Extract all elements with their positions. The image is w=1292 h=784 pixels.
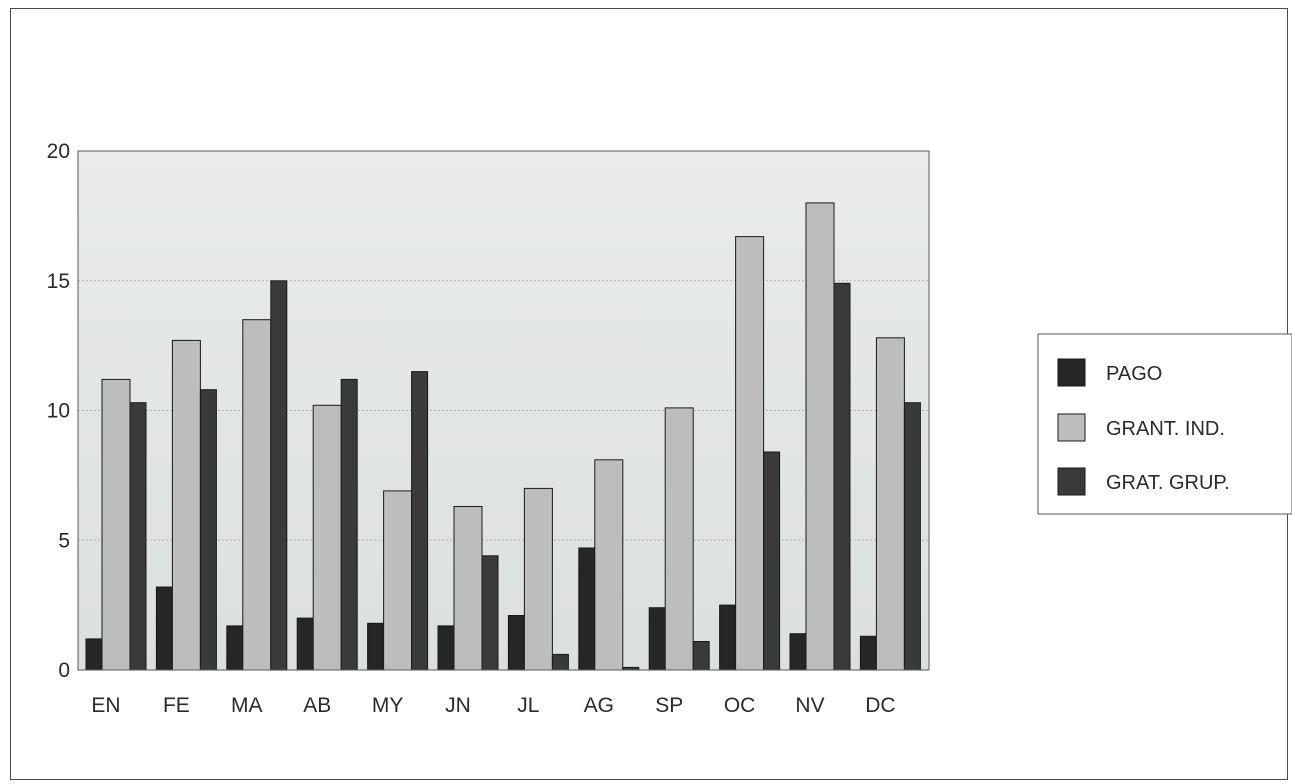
bar-grant-ind-my [383, 490, 413, 671]
bars [85, 202, 921, 671]
x-tick-label: JL [517, 694, 539, 717]
x-tick-label: AB [303, 694, 331, 717]
bar-grant-ind-dc [875, 337, 905, 671]
bar-grat-grup-sp [692, 641, 710, 671]
plot-border [77, 150, 930, 671]
bar-grat-grup-oc [763, 451, 781, 671]
x-axis-ticks: EN FE MA AB MY JN JL AG SP OC NV DC [91, 694, 895, 717]
y-axis-ticks: 0 5 10 15 20 [47, 140, 70, 682]
bar-grat-grup-dc [903, 402, 921, 671]
bar-grant-ind-ma [242, 319, 272, 671]
legend: PAGO GRANT. IND. GRAT. GRUP. [1037, 333, 1292, 515]
y-tick-label: 10 [47, 400, 70, 423]
y-tick-label: 20 [47, 140, 70, 163]
x-tick-label: NV [795, 694, 824, 717]
bar-grant-ind-oc [735, 236, 765, 671]
legend-label: GRANT. IND. [1106, 418, 1225, 440]
bar-grat-grup-ma [270, 280, 288, 671]
bar-grat-grup-nv [833, 282, 851, 671]
x-tick-label: SP [655, 694, 683, 717]
bar-grant-ind-jn [453, 506, 483, 671]
y-tick-label: 15 [47, 270, 70, 293]
bar-grant-ind-nv [805, 202, 835, 671]
bar-grat-grup-ab [340, 378, 358, 671]
bar-grat-grup-jl [551, 653, 569, 671]
x-tick-label: MY [372, 694, 404, 717]
grid-lines [78, 280, 929, 541]
legend-swatch [1057, 413, 1086, 442]
legend-swatch [1057, 467, 1086, 496]
bar-grant-ind-jl [523, 487, 553, 671]
bar-grant-ind-fe [171, 339, 201, 671]
x-tick-label: DC [865, 694, 895, 717]
bar-grant-ind-ag [594, 459, 624, 671]
legend-label: GRAT. GRUP. [1106, 472, 1230, 494]
y-tick-label: 5 [58, 529, 70, 552]
x-tick-label: MA [231, 694, 263, 717]
bar-grat-grup-fe [199, 389, 217, 671]
x-tick-label: FE [163, 694, 190, 717]
bar-grant-ind-sp [664, 407, 694, 671]
x-tick-label: AG [584, 694, 614, 717]
x-tick-label: OC [724, 694, 756, 717]
bar-grat-grup-en [129, 402, 147, 671]
legend-swatch [1057, 358, 1086, 387]
x-tick-label: EN [91, 694, 120, 717]
bar-grat-grup-my [411, 371, 429, 671]
legend-label: PAGO [1106, 363, 1162, 385]
bar-grat-grup-jn [481, 555, 499, 671]
bar-grant-ind-ab [312, 404, 342, 671]
x-tick-label: JN [445, 694, 471, 717]
y-tick-label: 0 [58, 659, 70, 682]
bar-grant-ind-en [101, 378, 131, 671]
